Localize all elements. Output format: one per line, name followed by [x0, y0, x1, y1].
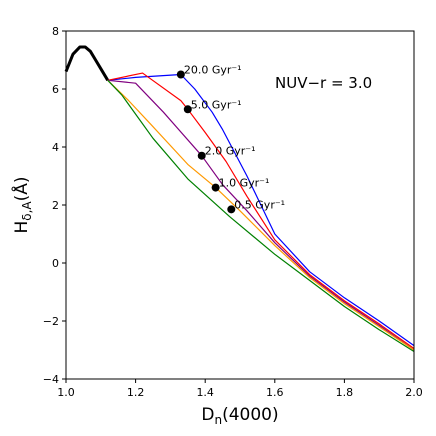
- y-tick-label: 6: [52, 83, 59, 96]
- series-line-1: [107, 73, 415, 347]
- marker-point-3: [211, 183, 220, 192]
- marker-point-0: [176, 70, 185, 79]
- y-tick-label: 4: [52, 141, 59, 154]
- series-line-5: [107, 79, 415, 352]
- marker-label-0: 20.0 Gyr⁻¹: [184, 64, 242, 77]
- x-tick-label: 1.8: [336, 386, 354, 399]
- y-axis-title: Hδ,A(Å): [10, 176, 34, 233]
- annotation-text: NUV−r = 3.0: [275, 74, 372, 92]
- y-tick-label: 2: [52, 199, 59, 212]
- y-tick-label: −2: [43, 315, 59, 328]
- marker-label-4: 0.5 Gyr⁻¹: [234, 198, 285, 211]
- y-tick-label: 0: [52, 257, 59, 270]
- points-layer: 20.0 Gyr⁻¹ 5.0 Gyr⁻¹ 2.0 Gyr⁻¹ 1.0 Gyr⁻¹ 0.5…: [176, 64, 285, 214]
- marker-label-1: 5.0 Gyr⁻¹: [191, 98, 242, 111]
- ticks-layer: 1.0 1.2 1.4 1.6 1.8 2.0 −4 −2 0 2 4 6 8: [43, 25, 423, 399]
- marker-point-2: [197, 151, 206, 160]
- x-tick-label: 2.0: [405, 386, 423, 399]
- series-line-0: [64, 45, 110, 82]
- series-line-3: [107, 79, 415, 351]
- x-tick-label: 1.0: [57, 386, 75, 399]
- marker-label-3: 1.0 Gyr⁻¹: [219, 177, 270, 190]
- x-tick-label: 1.2: [127, 386, 145, 399]
- x-tick-label: 1.4: [196, 386, 214, 399]
- y-tick-label: 8: [52, 25, 59, 38]
- series-layer: [64, 45, 415, 352]
- marker-point-1: [183, 105, 192, 114]
- marker-label-2: 2.0 Gyr⁻¹: [205, 145, 256, 158]
- series-line-2: [107, 72, 415, 350]
- x-axis-title: Dn(4000): [201, 405, 278, 427]
- x-tick-label: 1.6: [266, 386, 284, 399]
- y-tick-label: −4: [43, 373, 59, 386]
- series-line-4: [107, 79, 415, 351]
- marker-point-4: [227, 205, 236, 214]
